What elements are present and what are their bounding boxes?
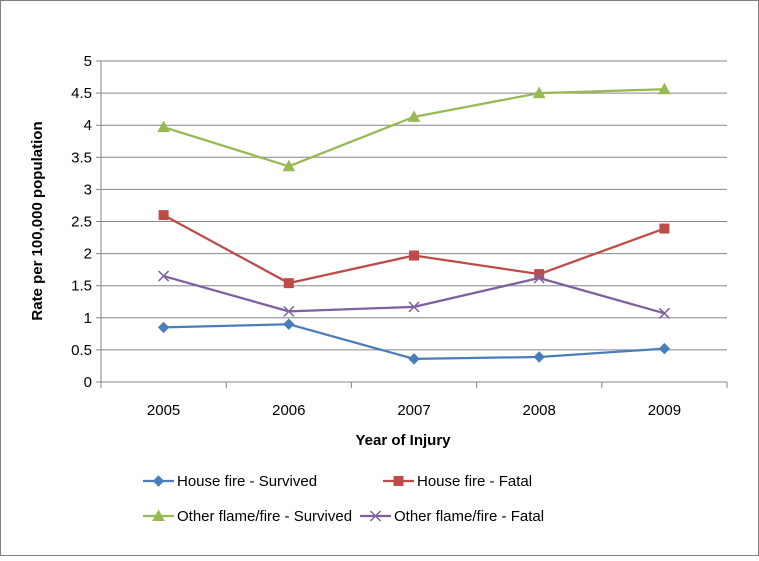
data-point bbox=[532, 86, 546, 99]
data-point bbox=[158, 210, 169, 221]
y-tick-label: 2 bbox=[84, 246, 92, 263]
data-point bbox=[158, 270, 170, 282]
marker-stroke bbox=[283, 305, 295, 317]
legend-item: House fire - Fatal bbox=[383, 473, 532, 490]
legend-item: Other flame/fire - Fatal bbox=[360, 508, 544, 525]
data-point bbox=[157, 120, 170, 133]
gridlines bbox=[101, 60, 727, 351]
y-tick-label: 4.5 bbox=[71, 85, 92, 102]
data-point bbox=[282, 159, 296, 172]
data-point bbox=[283, 278, 294, 289]
marker-stroke bbox=[658, 307, 670, 319]
series-3 bbox=[157, 82, 671, 172]
marker-stroke bbox=[369, 510, 382, 522]
data-point bbox=[408, 301, 420, 313]
data-point bbox=[658, 342, 671, 355]
marker-stroke bbox=[158, 270, 170, 282]
x-tick-label: 2005 bbox=[147, 402, 180, 419]
tick-labels: 0 0.5 1 1.5 2 2.5 3 3.5 4 4.5 5 2005 2006 2007 2008 200… bbox=[71, 53, 681, 419]
y-tick-label: 3 bbox=[84, 181, 92, 198]
y-tick-label: 3.5 bbox=[71, 149, 92, 166]
y-tick-label: 0 bbox=[84, 374, 92, 391]
data-point bbox=[283, 305, 295, 317]
x-tick-label: 2007 bbox=[397, 402, 430, 419]
y-axis-title: Rate per 100,000 population bbox=[29, 121, 46, 320]
data-point bbox=[157, 321, 170, 334]
y-tick-label: 5 bbox=[84, 53, 92, 70]
data-point bbox=[659, 223, 670, 234]
legend-item: Other flame/fire - Survived bbox=[143, 508, 352, 525]
data-point bbox=[409, 250, 419, 261]
data-point bbox=[658, 307, 670, 319]
legend-label: Other flame/fire - Fatal bbox=[394, 508, 544, 525]
legend-swatch-marker bbox=[393, 476, 404, 486]
legend-swatch-marker bbox=[152, 509, 165, 521]
y-tick-label: 1 bbox=[84, 310, 92, 327]
series-4 bbox=[158, 270, 670, 319]
series-group bbox=[157, 82, 671, 365]
y-tick-label: 4 bbox=[84, 117, 92, 134]
x-axis-title: Year of Injury bbox=[355, 432, 451, 449]
data-point bbox=[533, 272, 545, 284]
legend-swatch-marker bbox=[152, 475, 165, 487]
y-tick-label: 2.5 bbox=[71, 214, 92, 231]
marker-stroke bbox=[533, 272, 545, 284]
legend-label: Other flame/fire - Survived bbox=[177, 508, 352, 525]
legend-swatch-marker bbox=[369, 510, 382, 522]
legend-label: House fire - Fatal bbox=[417, 473, 532, 490]
data-point bbox=[407, 110, 421, 122]
data-point bbox=[283, 318, 295, 330]
y-tick-label: 0.5 bbox=[71, 342, 92, 359]
y-tick-label: 1.5 bbox=[71, 278, 92, 295]
legend-label: House fire - Survived bbox=[177, 473, 317, 490]
series-2 bbox=[158, 210, 670, 289]
marker-stroke bbox=[408, 301, 420, 313]
data-point bbox=[408, 353, 420, 365]
axes bbox=[96, 60, 728, 388]
legend: House fire - Survived House fire - Fatal O… bbox=[143, 473, 544, 525]
legend-item: House fire - Survived bbox=[143, 473, 317, 490]
data-point bbox=[658, 82, 671, 95]
x-tick-label: 2006 bbox=[272, 402, 305, 419]
series-1 bbox=[157, 318, 671, 365]
x-tick-label: 2009 bbox=[648, 402, 681, 419]
x-tick-label: 2008 bbox=[523, 402, 556, 419]
data-point bbox=[533, 351, 545, 363]
